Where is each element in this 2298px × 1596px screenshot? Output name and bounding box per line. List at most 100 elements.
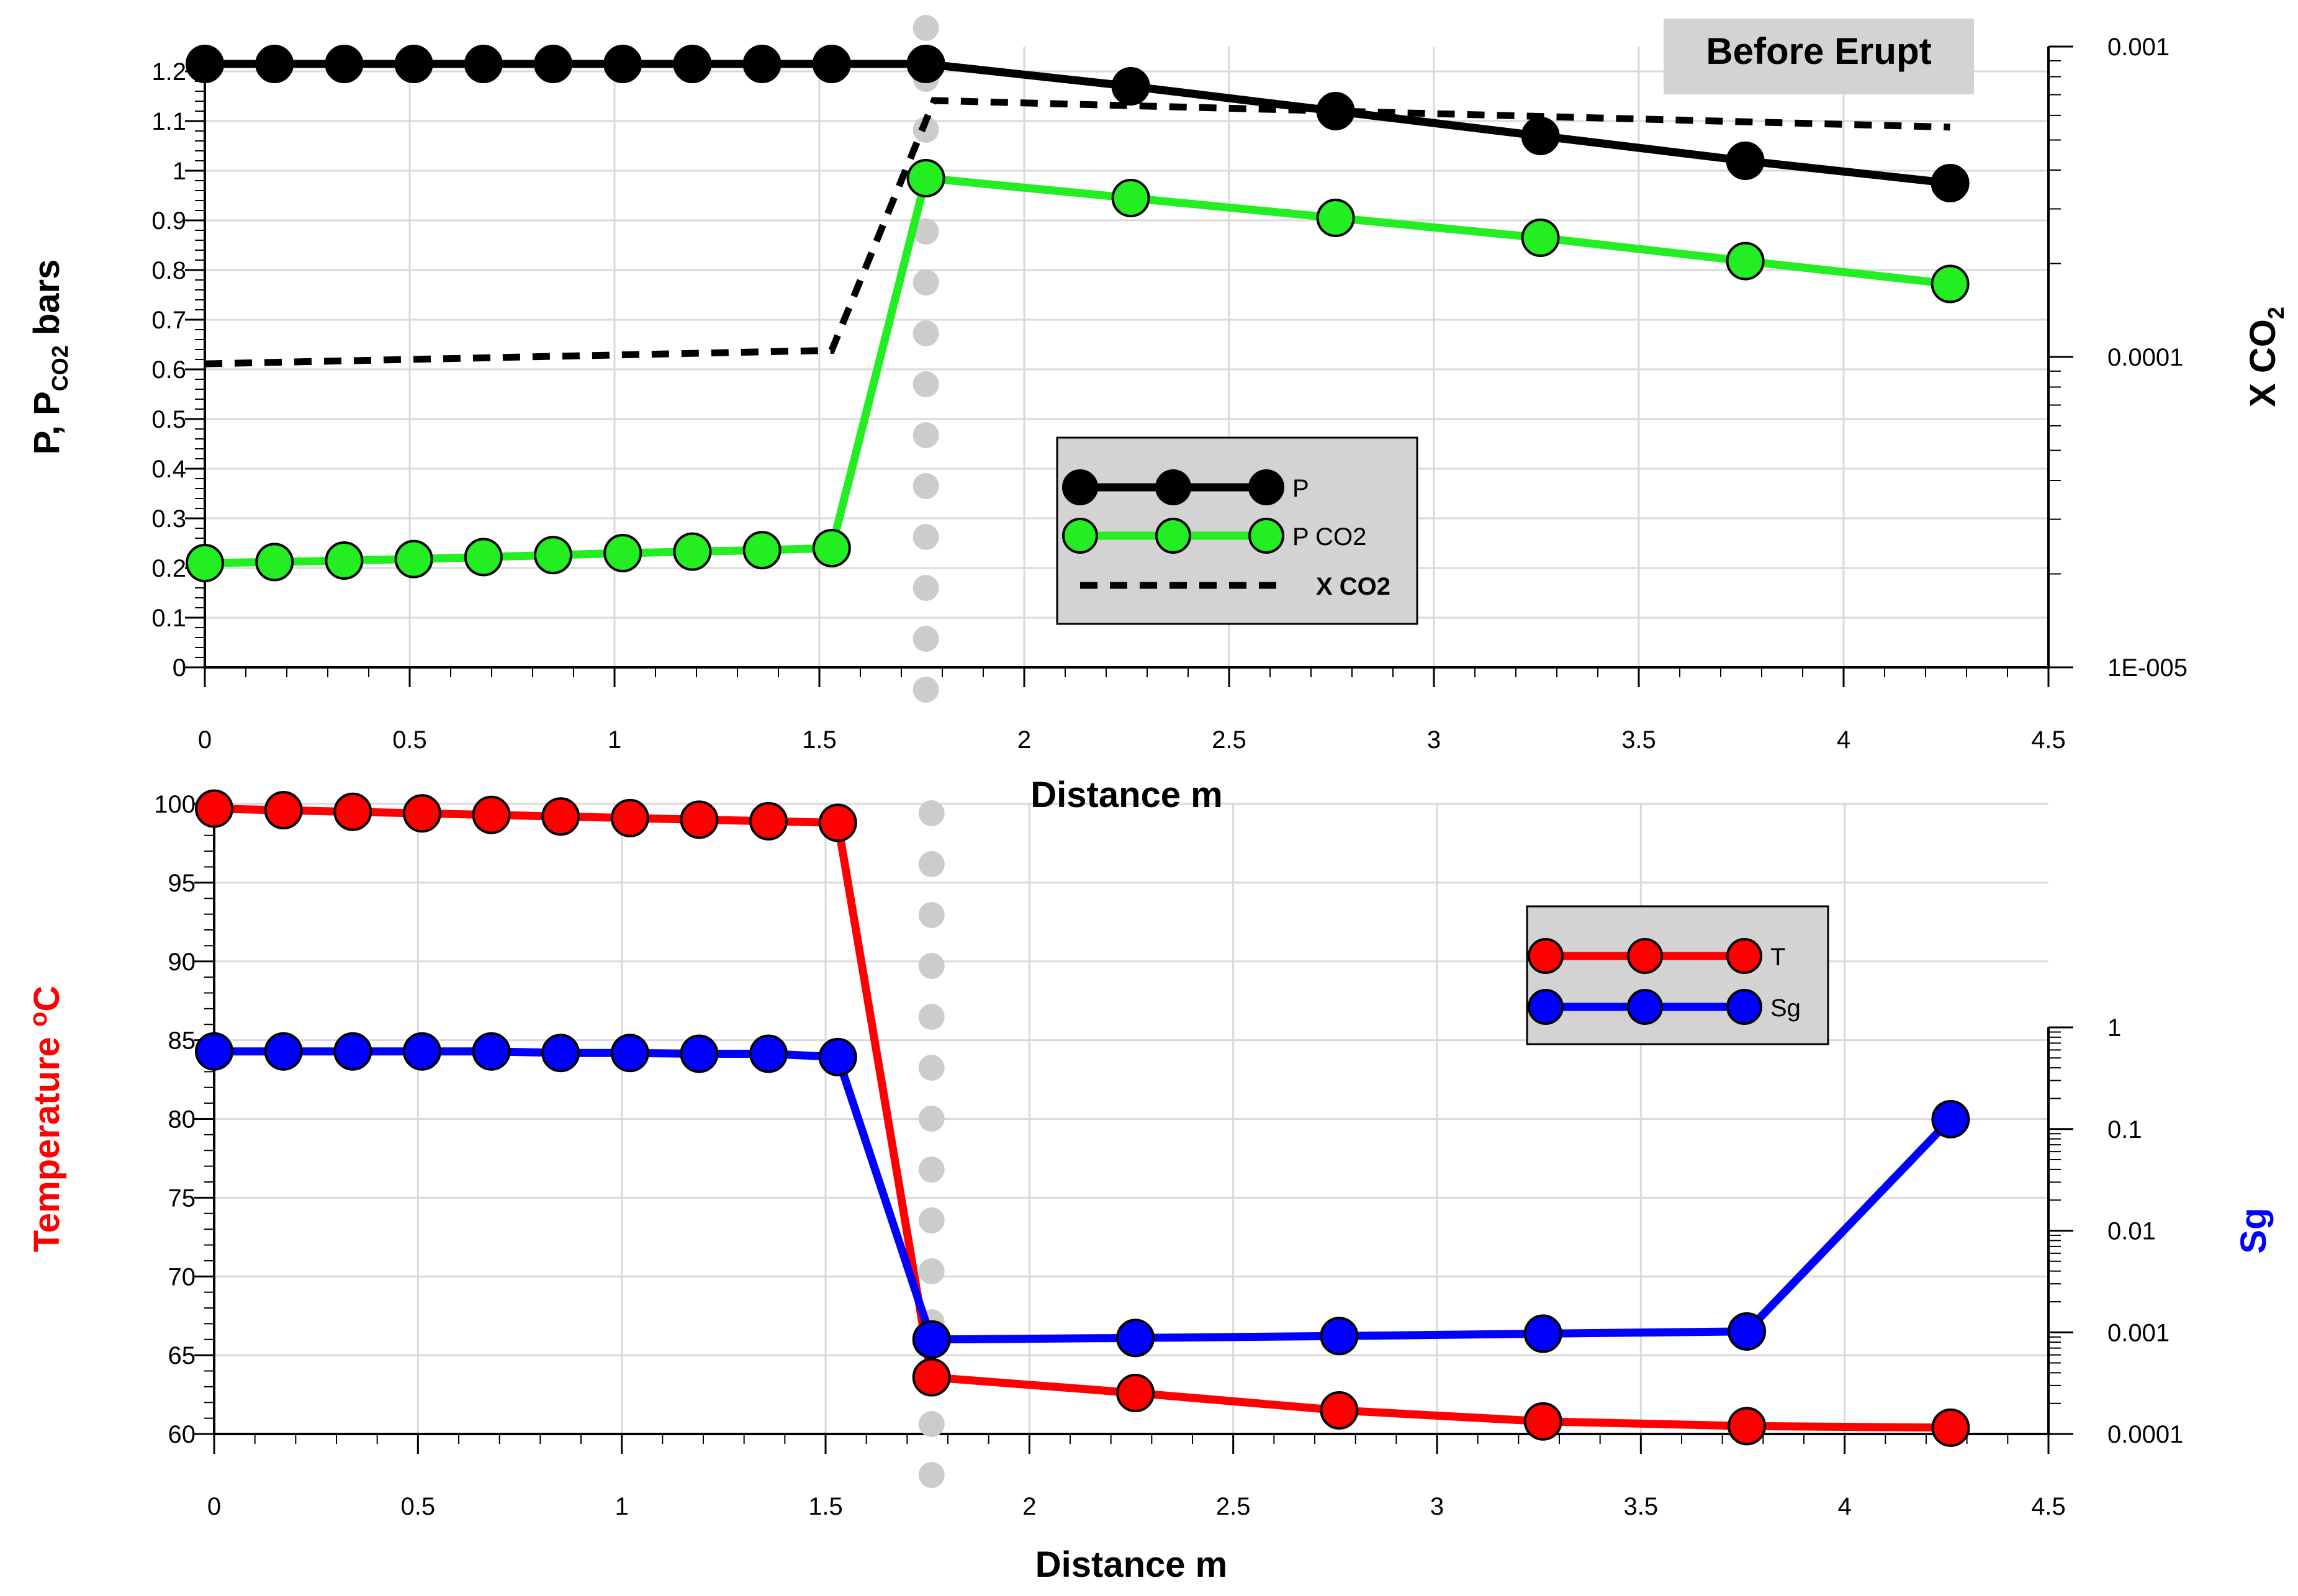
x-tick-label: 2.5 xyxy=(1216,1493,1251,1520)
y-tick-label: 85 xyxy=(168,1027,196,1055)
x-tick-label: 3.5 xyxy=(1624,1493,1659,1520)
data-point xyxy=(1726,241,1765,281)
vline-dot xyxy=(918,953,945,979)
y-tick-label: 0.8 xyxy=(151,257,186,284)
vline-dot xyxy=(912,575,939,601)
data-point xyxy=(1320,1391,1359,1430)
vline-dot xyxy=(912,422,939,448)
vline-dot xyxy=(918,1258,945,1284)
data-point xyxy=(1111,67,1150,106)
y-tick-label: 0.2 xyxy=(151,555,186,582)
data-point xyxy=(680,1034,719,1073)
legend-marker xyxy=(1627,938,1663,974)
y-tick-label: 0 xyxy=(173,654,186,682)
data-point xyxy=(1521,117,1560,155)
y2-axis-title: X CO2 xyxy=(2243,307,2289,407)
data-point xyxy=(673,532,712,571)
vline-dot xyxy=(912,626,939,652)
y-tick-label: 0.1 xyxy=(151,605,186,632)
data-point xyxy=(264,1032,303,1071)
series-p-co2 xyxy=(186,159,1970,582)
data-point xyxy=(464,538,503,577)
data-point xyxy=(255,45,294,83)
data-point xyxy=(818,1037,857,1076)
data-point xyxy=(472,1032,511,1071)
vline-dot xyxy=(918,1207,945,1233)
x-tick-label: 0 xyxy=(207,1493,221,1520)
data-point xyxy=(812,529,851,567)
y-tick-label: 70 xyxy=(168,1263,196,1291)
legend-marker xyxy=(1528,938,1564,974)
x-tick-label: 3 xyxy=(1430,1493,1444,1520)
legend-box xyxy=(1056,436,1418,625)
data-point xyxy=(1116,1319,1155,1358)
y2-axis-title-part: X CO xyxy=(2243,319,2283,407)
legend-label: X CO2 xyxy=(1316,573,1390,600)
x-tick-label: 4 xyxy=(1837,726,1850,754)
series-line xyxy=(204,174,1951,567)
vline-dot xyxy=(918,1156,945,1183)
legend-marker xyxy=(1062,518,1098,554)
data-point xyxy=(325,45,364,83)
data-point xyxy=(742,531,782,570)
x-tick-label: 1.5 xyxy=(808,1493,843,1520)
vline-dot xyxy=(912,117,939,143)
y-tick-label: 1.2 xyxy=(151,58,186,86)
x-tick-label: 4 xyxy=(1838,1493,1852,1520)
vline-dot xyxy=(918,800,945,826)
x-axis-title: Distance m xyxy=(1035,1544,1227,1585)
vline-dot xyxy=(918,1411,945,1437)
legend-marker xyxy=(1062,469,1098,505)
y2-tick-label: 1 xyxy=(2107,1014,2121,1042)
x-tick-label: 0.5 xyxy=(392,726,427,754)
data-point xyxy=(402,794,441,833)
y2-tick-label: 0.01 xyxy=(2107,1218,2156,1245)
data-point xyxy=(541,1034,580,1073)
y-tick-label: 0.4 xyxy=(151,456,186,483)
x-tick-label: 1 xyxy=(615,1493,629,1520)
data-point xyxy=(610,798,649,837)
x-tick-label: 1.5 xyxy=(802,726,837,754)
legend-marker xyxy=(1248,469,1284,505)
y-tick-label: 0.5 xyxy=(151,406,186,433)
series-line xyxy=(205,60,1951,187)
legend-box xyxy=(1526,905,1829,1045)
data-point xyxy=(1931,164,1970,202)
x-tick-label: 4.5 xyxy=(2031,1493,2066,1520)
series-line xyxy=(214,805,1951,1432)
x-tick-label: 3 xyxy=(1427,726,1441,754)
vline-dot xyxy=(912,269,939,295)
legend-marker xyxy=(1248,518,1284,554)
legend-top: P P CO2 X CO2 xyxy=(1056,436,1418,625)
series-p xyxy=(186,45,1970,202)
data-point xyxy=(603,534,642,572)
data-point xyxy=(749,1034,788,1073)
data-point xyxy=(255,543,294,582)
y-tick-label: 90 xyxy=(168,949,196,976)
data-point xyxy=(1523,1402,1562,1441)
data-point xyxy=(394,45,433,83)
vline-dot xyxy=(918,1004,945,1030)
y-tick-label: 0.6 xyxy=(151,356,186,384)
data-point xyxy=(1931,1408,1970,1447)
data-point xyxy=(1728,1407,1767,1446)
vline-dot xyxy=(918,851,945,877)
y-tick-label: 0.9 xyxy=(151,207,186,235)
legend-marker xyxy=(1155,518,1191,554)
legends: P P CO2 X CO2 T Sg xyxy=(1056,436,1829,1045)
y2-tick-label: 1E-005 xyxy=(2107,654,2188,682)
x-tick-label: 2 xyxy=(1022,1493,1036,1520)
x-tick-label: 0.5 xyxy=(401,1493,436,1520)
y-tick-label: 0.7 xyxy=(151,307,186,334)
y-tick-label: 1.1 xyxy=(151,108,186,135)
x-tick-label: 1 xyxy=(608,726,621,754)
vline-dot xyxy=(912,524,939,550)
data-point xyxy=(1728,1312,1767,1351)
legend-label: T xyxy=(1770,944,1785,971)
data-point xyxy=(333,1032,372,1071)
vline-dot xyxy=(912,320,939,346)
dotted-vline xyxy=(912,15,939,703)
data-point xyxy=(1316,199,1355,237)
data-point xyxy=(749,801,788,841)
